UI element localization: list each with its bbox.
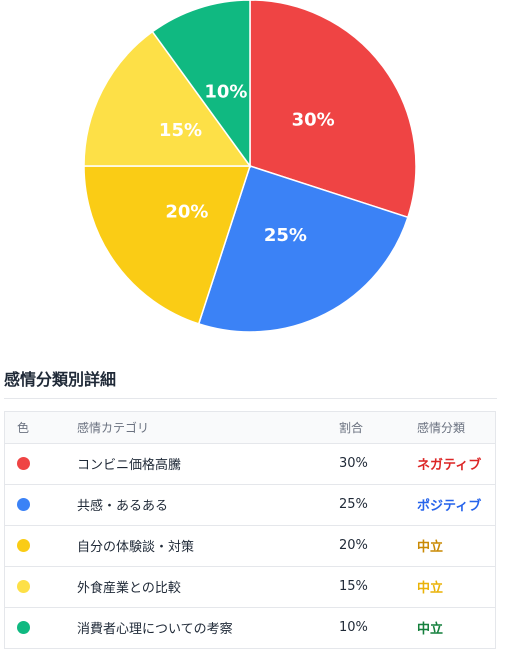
table-row: 自分の体験談・対策 20% 中立 <box>5 525 495 567</box>
category-cell: 消費者心理についての考察 <box>77 622 233 637</box>
color-dot <box>17 498 30 511</box>
sentiment-cell: 中立 <box>395 525 495 567</box>
pie-slice <box>197 165 409 333</box>
table-header-row: 色 感情カテゴリ 割合 感情分類 <box>5 412 495 444</box>
section-title: 感情分類別詳細 <box>4 366 497 399</box>
table-row: 消費者心理についての考察 10% 中立 <box>5 607 495 648</box>
sentiment-cell: 中立 <box>417 622 444 637</box>
category-cell: 外食産業との比較 <box>55 566 321 608</box>
pie-slice-label: 20% <box>165 201 208 222</box>
color-dot <box>17 539 30 552</box>
header-sentiment: 感情分類 <box>395 412 495 444</box>
category-cell: 自分の体験談・対策 <box>55 525 321 567</box>
header-color: 色 <box>5 412 55 444</box>
category-cell: コンビニ価格高騰 <box>55 443 321 485</box>
table-row: 外食産業との比較 15% 中立 <box>5 566 495 608</box>
pie-slice <box>249 0 417 219</box>
pie-slice <box>83 30 252 167</box>
sentiment-cell: ネガティブ <box>395 443 495 485</box>
category-cell: 共感・あるある <box>55 484 321 526</box>
header-category: 感情カテゴリ <box>55 412 321 444</box>
pie-chart-svg: 30% 25% 20% 15%10% <box>83 0 417 333</box>
color-dot <box>17 457 30 470</box>
header-ratio: 割合 <box>321 412 395 444</box>
pie-slice <box>151 0 251 169</box>
pie-slice-label: 30% <box>292 110 335 131</box>
ratio-cell: 20% <box>321 525 395 567</box>
ratio-cell: 30% <box>321 443 395 485</box>
table-row: コンビニ価格高騰 30% ネガティブ <box>5 443 495 485</box>
pie-slice-label: 15% <box>159 120 202 141</box>
pie-slice <box>83 165 252 325</box>
ratio-cell: 15% <box>321 566 395 608</box>
color-dot <box>17 621 30 634</box>
pie-slice-label: 25% <box>264 225 307 246</box>
sentiment-cell: ポジティブ <box>395 484 495 526</box>
pie-slice-label: 10% <box>204 81 247 102</box>
ratio-cell: 25% <box>321 484 395 526</box>
ratio-cell: 10% <box>339 620 368 635</box>
sentiment-cell: 中立 <box>395 566 495 608</box>
color-dot <box>17 580 30 593</box>
table-row: 共感・あるある 25% ポジティブ <box>5 484 495 526</box>
pie-chart: 30% 25% 20% 15% 10% <box>83 0 417 333</box>
details-table: 色 感情カテゴリ 割合 感情分類 コンビニ価格高騰 30% ネガティブ 共感・あ… <box>4 411 496 649</box>
